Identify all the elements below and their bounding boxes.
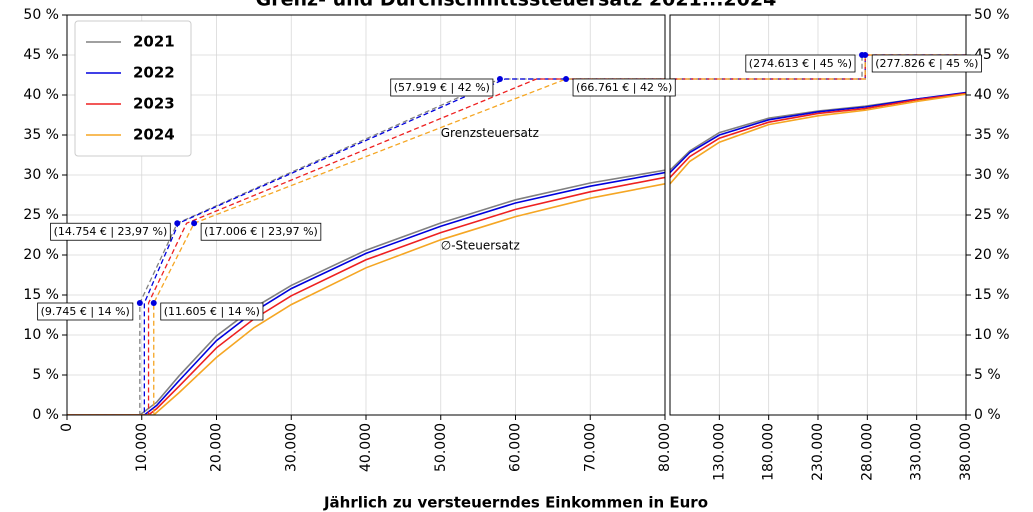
chart-title: Grenz- und Durchschnittssteuersatz 2021.… [256,0,777,11]
annotation-label: (14.754 € | 23,97 %) [54,225,168,238]
x-axis-label: Jährlich zu versteuerndes Einkommen in E… [323,494,708,512]
average-rate-line [670,92,966,172]
y-tick-label: 25 % [23,207,59,223]
marginal-rate-line [67,78,665,415]
x-tick-label: 70.000 [582,423,598,472]
y-tick-label: 10 % [23,327,59,343]
annotation-label: (11.605 € | 14 %) [164,305,260,318]
annotation-label: (66.761 € | 42 %) [576,81,672,94]
average-rate-line [67,169,665,415]
y-tick-label: 0 % [974,407,1001,423]
annotation-label: (57.919 € | 42 %) [394,81,490,94]
y-tick-label: 35 % [974,127,1010,143]
annotation-box [160,302,264,321]
marginal-rate-line [670,54,966,80]
annotation-label: (274.613 € | 45 %) [749,57,852,70]
y-tick-label: 45 % [23,47,59,63]
marginal-rate-line [670,54,966,80]
y-tick-label: 35 % [23,127,59,143]
y-tick-label: 5 % [32,367,59,383]
average-rate-line [67,182,665,415]
curve-label: ∅-Steuersatz [441,239,520,253]
panel [67,15,665,415]
y-tick-label: 15 % [23,287,59,303]
panel [670,15,966,415]
marginal-rate-line [67,78,665,415]
x-tick-label: 80.000 [657,423,673,472]
y-tick-label: 5 % [974,367,1001,383]
marginal-rate-line [67,78,665,415]
x-tick-label: 0 [59,423,75,432]
annotation-point [136,300,143,306]
marginal-rate-line [67,78,665,415]
y-tick-label: 15 % [974,287,1010,303]
annotation-box [745,54,856,73]
x-tick-label: 180.000 [761,423,777,481]
x-tick-label: 280.000 [859,423,875,481]
x-tick-label: 50.000 [433,423,449,472]
legend-label: 2021 [133,33,175,51]
average-rate-line [670,92,966,179]
x-tick-label: 60.000 [508,423,524,472]
y-tick-label: 30 % [974,167,1010,183]
annotation-point [191,220,198,227]
x-tick-label: 20.000 [209,423,225,472]
average-rate-line [670,93,966,186]
y-tick-label: 30 % [23,167,59,183]
y-tick-label: 20 % [974,247,1010,263]
annotation-label: (17.006 € | 23,97 %) [204,225,318,238]
y-tick-label: 50 % [23,7,59,23]
annotation-box [390,78,494,97]
marginal-rate-line [670,54,966,80]
y-tick-label: 40 % [23,87,59,103]
legend-label: 2022 [133,64,175,82]
y-tick-label: 50 % [974,7,1010,23]
x-tick-label: 10.000 [134,423,150,472]
x-tick-label: 330.000 [909,423,925,481]
y-tick-label: 20 % [23,247,59,263]
annotation-box [50,222,171,241]
annotation-point [862,52,869,58]
y-tick-label: 25 % [974,207,1010,223]
y-tick-label: 10 % [974,327,1010,343]
annotation-box [37,302,134,321]
curve-label: Grenzsteuersatz [441,126,539,140]
y-tick-label: 45 % [974,47,1010,63]
annotation-point [496,76,503,82]
x-tick-label: 130.000 [711,423,727,481]
average-rate-line [67,176,665,415]
annotation-box [200,222,322,241]
x-tick-label: 30.000 [283,423,299,472]
legend-box [74,20,192,157]
average-rate-line [67,171,665,415]
x-tick-label: 40.000 [358,423,374,472]
legend-label: 2024 [133,126,175,144]
annotation-box [572,78,676,97]
legend-label: 2023 [133,95,175,113]
y-tick-label: 0 % [32,407,59,423]
annotation-point [174,220,181,227]
annotation-point [563,76,570,82]
x-tick-label: 230.000 [810,423,826,481]
average-rate-line [670,91,966,174]
annotation-label: (277.826 € | 45 %) [875,57,978,70]
marginal-rate-line [670,54,966,80]
y-tick-label: 40 % [974,87,1010,103]
annotation-point [150,300,157,306]
x-tick-label: 380.000 [958,423,974,481]
annotation-box [871,54,982,73]
annotation-label: (9.745 € | 14 %) [41,305,130,318]
